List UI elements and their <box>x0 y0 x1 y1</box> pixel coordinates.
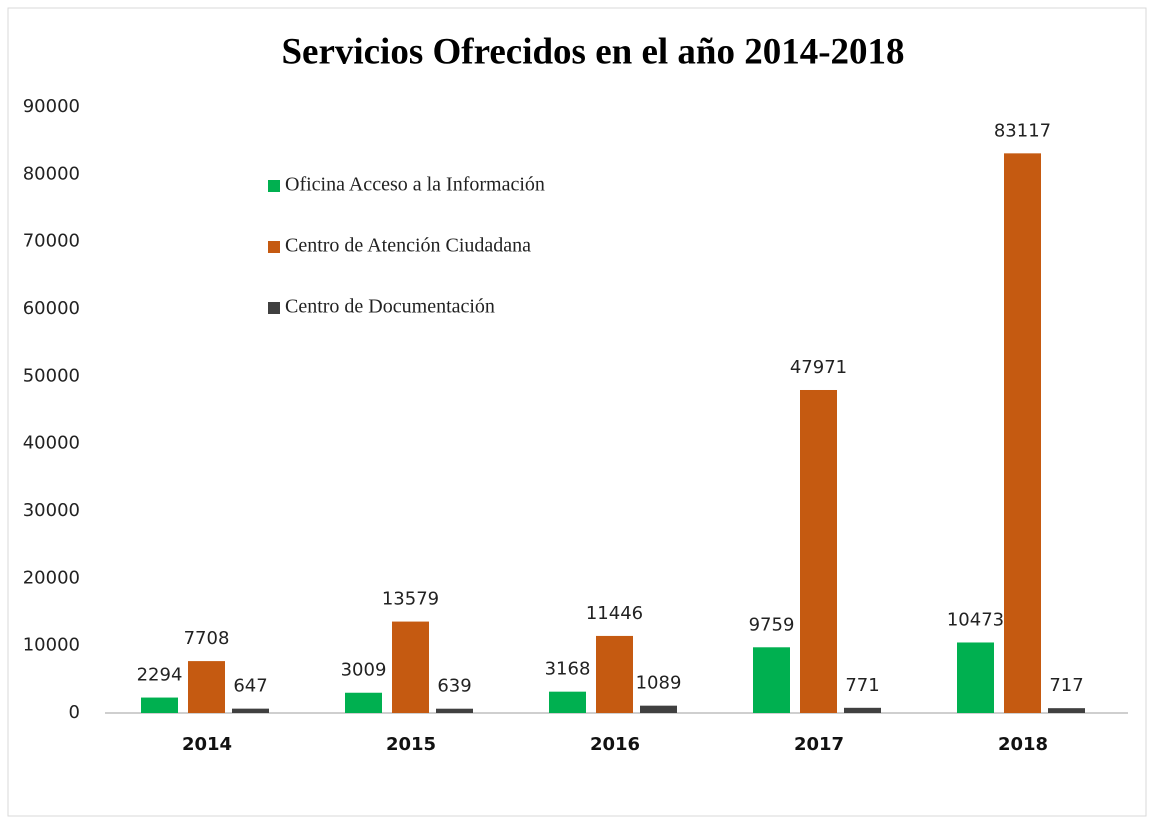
y-tick-label: 70000 <box>23 231 80 252</box>
value-label: 3009 <box>341 660 387 681</box>
legend-swatch <box>268 241 280 253</box>
value-label: 83117 <box>994 120 1051 141</box>
bar <box>800 389 837 713</box>
bar <box>392 621 429 713</box>
x-tick-label: 2016 <box>590 734 640 755</box>
x-tick-label: 2014 <box>182 734 232 755</box>
bar <box>436 708 473 713</box>
value-label: 11446 <box>586 603 643 624</box>
legend-label: Oficina Acceso a la Información <box>285 174 545 196</box>
y-tick-label: 30000 <box>23 500 80 521</box>
y-tick-label: 20000 <box>23 567 80 588</box>
legend-swatch <box>268 180 280 192</box>
y-tick-label: 60000 <box>23 298 80 319</box>
bar <box>232 708 269 713</box>
legend-swatch <box>268 302 280 314</box>
legend-label: Centro de Atención Ciudadana <box>285 235 531 257</box>
x-tick-label: 2015 <box>386 734 436 755</box>
bar <box>957 642 994 713</box>
y-tick-label: 10000 <box>23 635 80 656</box>
value-label: 771 <box>845 675 879 696</box>
bar <box>1004 153 1041 714</box>
x-tick-label: 2017 <box>794 734 844 755</box>
value-label: 7708 <box>184 628 230 649</box>
value-label: 9759 <box>749 614 795 635</box>
y-tick-label: 90000 <box>23 96 80 117</box>
bar <box>549 691 586 713</box>
bar <box>640 705 677 713</box>
y-tick-label: 50000 <box>23 365 80 386</box>
bar <box>188 661 225 713</box>
bar <box>1048 708 1085 713</box>
value-label: 47971 <box>790 357 847 378</box>
bar <box>753 647 790 713</box>
y-tick-label: 0 <box>69 702 80 723</box>
x-tick-label: 2018 <box>998 734 1048 755</box>
chart-title: Servicios Ofrecidos en el año 2014-2018 <box>281 31 904 72</box>
value-label: 1089 <box>636 673 682 694</box>
bar <box>345 692 382 713</box>
value-label: 639 <box>437 676 471 697</box>
y-tick-label: 80000 <box>23 163 80 184</box>
value-label: 647 <box>233 676 267 697</box>
value-label: 10473 <box>947 609 1004 630</box>
bar <box>844 707 881 713</box>
y-tick-label: 40000 <box>23 433 80 454</box>
value-label: 717 <box>1049 675 1083 696</box>
value-label: 13579 <box>382 589 439 610</box>
bar <box>596 635 633 713</box>
bar <box>141 697 178 713</box>
value-label: 3168 <box>545 659 591 680</box>
legend-label: Centro de Documentación <box>285 296 495 318</box>
value-label: 2294 <box>137 665 183 686</box>
